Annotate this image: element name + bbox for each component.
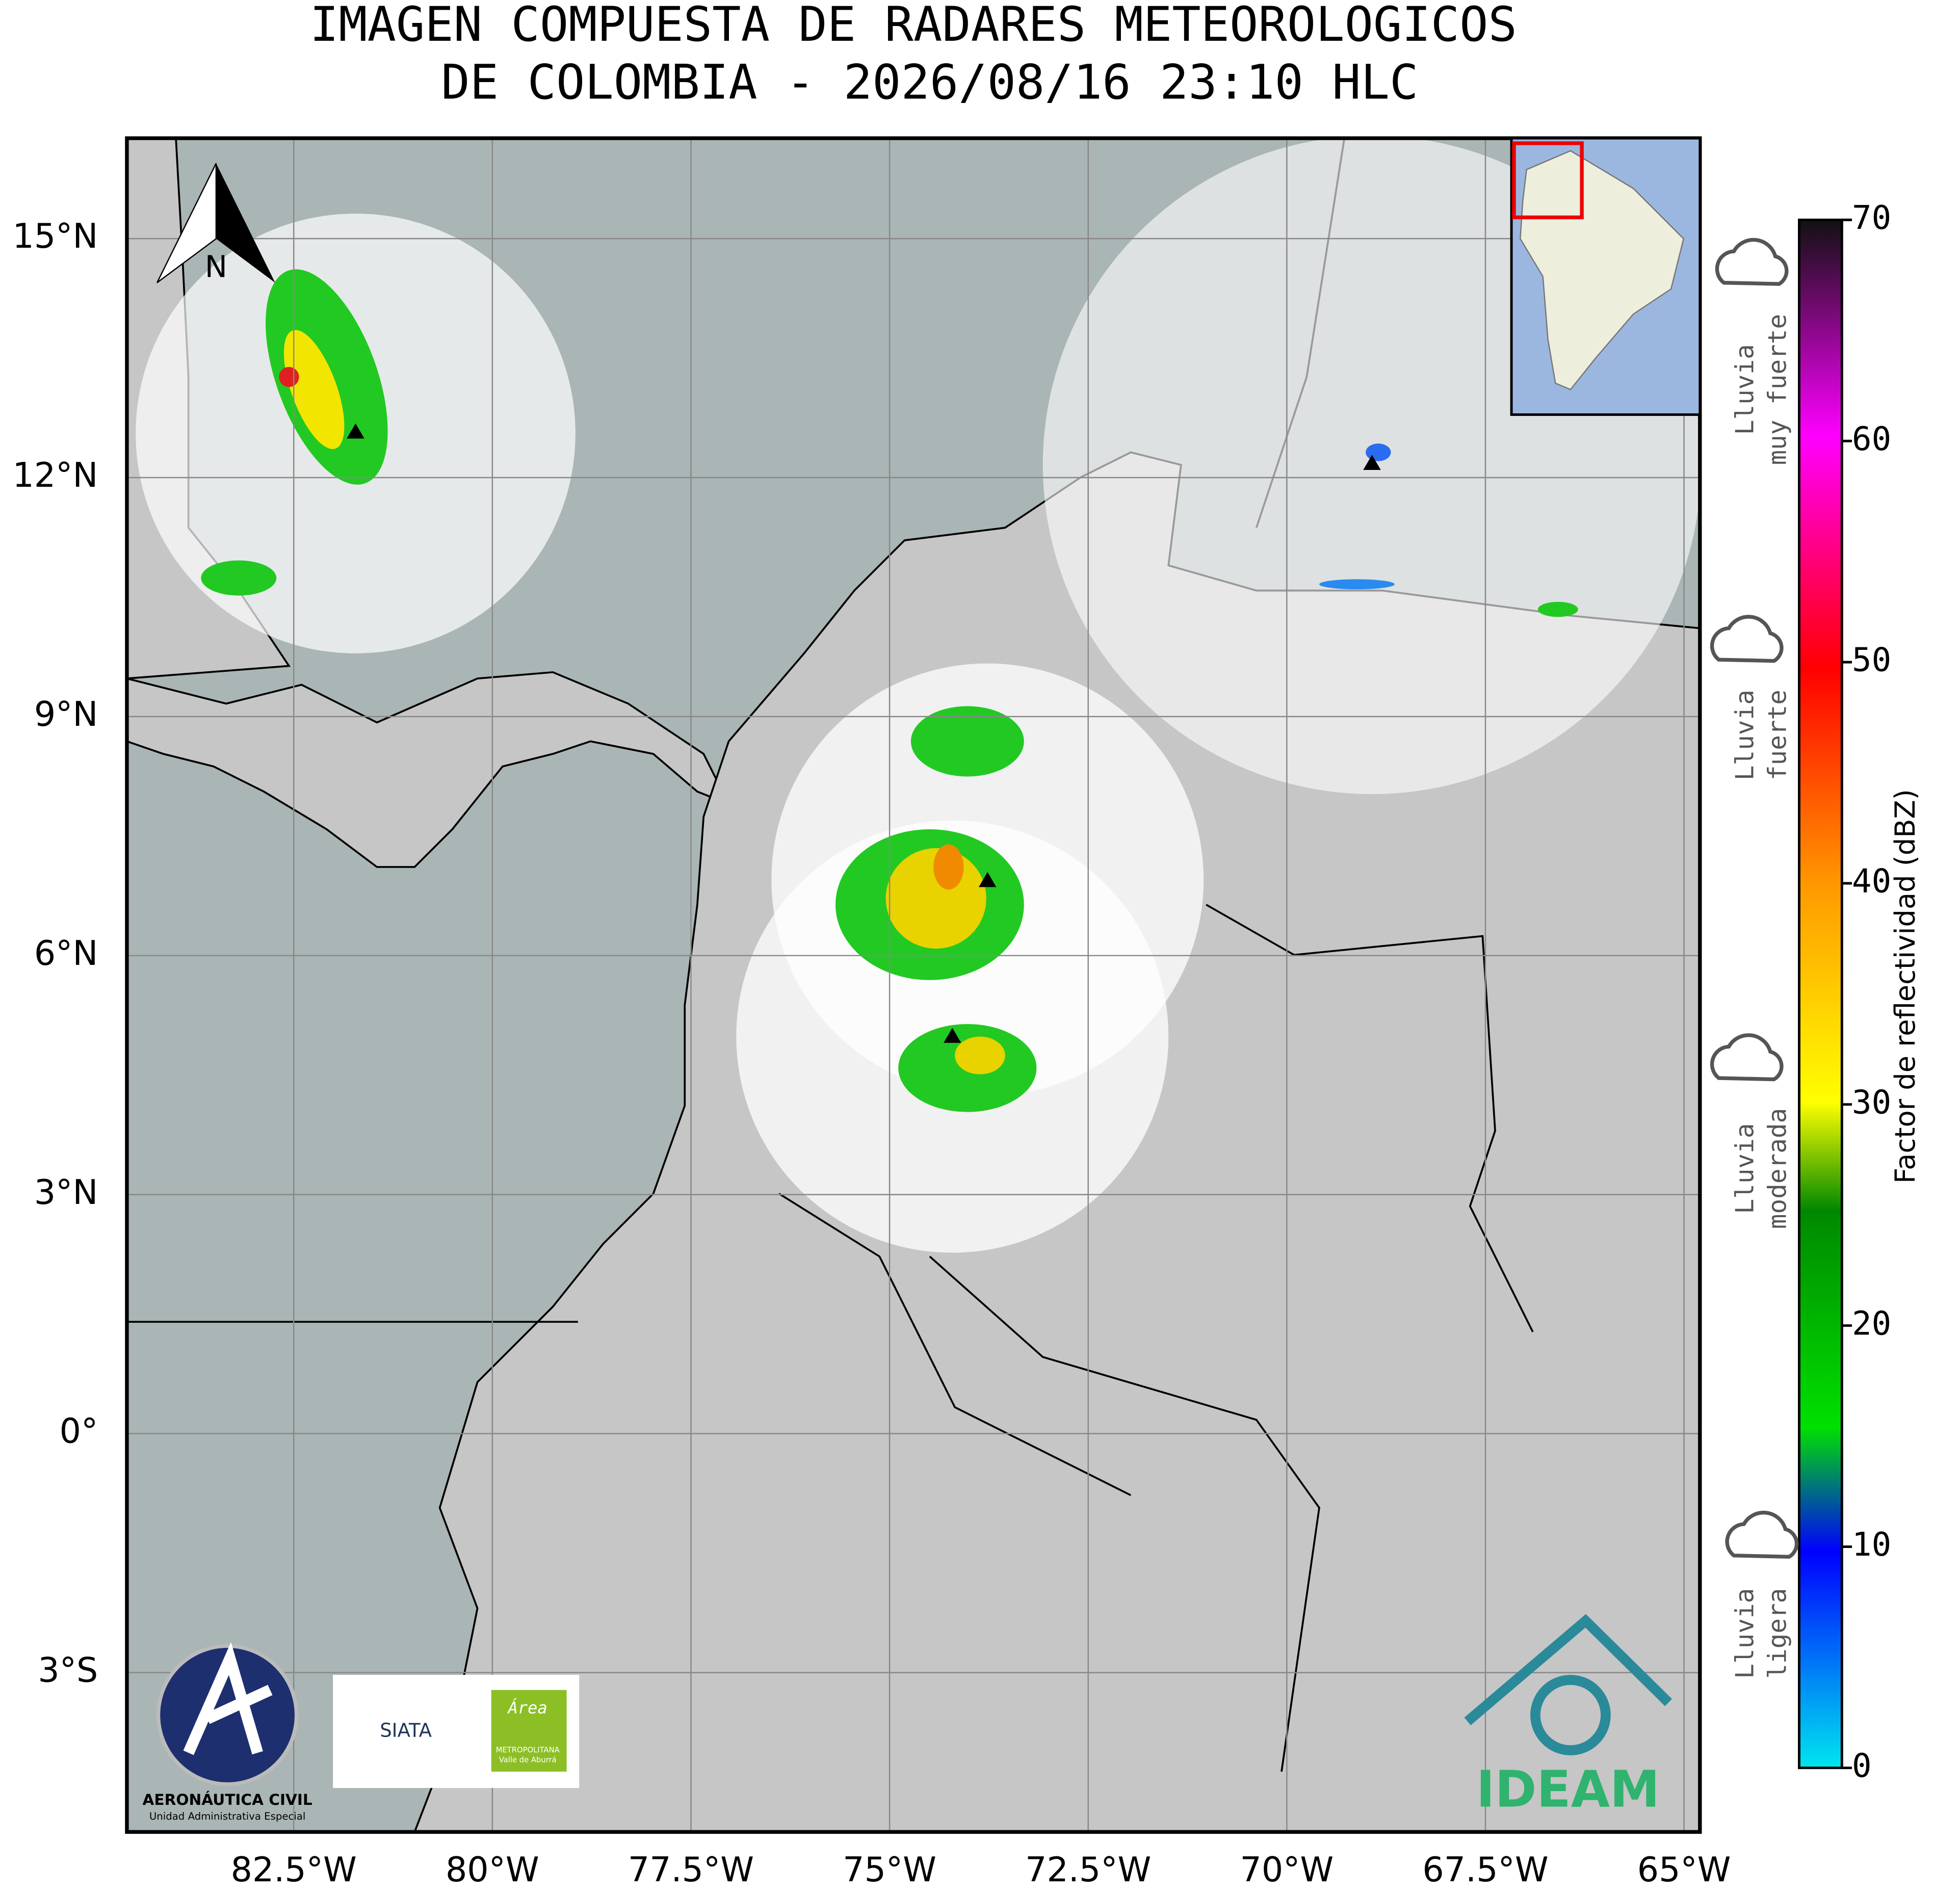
y-tick-label: 3°N [34,1172,98,1212]
title: IMAGEN COMPUESTA DE RADARES METEOROLOGIC… [310,0,1517,52]
colorbar-tick-label: 30 [1852,1084,1891,1121]
aerocivil-logo [156,1642,299,1787]
colorbar-tick-label: 50 [1852,642,1891,679]
rain-level-label: Lluvia [1730,344,1759,435]
x-tick-label: 67.5°W [1422,1850,1548,1889]
colorbar-tick-label: 20 [1852,1305,1891,1343]
title: DE COLOMBIA - 2026/08/16 23:10 HLC [441,55,1418,110]
logo-text: IDEAM [1476,1761,1660,1819]
logo-text: Área [507,1698,547,1718]
ideam-logo [1464,1614,1672,1755]
y-tick-label: 3°S [38,1650,98,1690]
rain-level-label: fuerte [1763,690,1792,780]
x-tick-label: 82.5°W [231,1850,357,1889]
colorbar-tick-label: 10 [1852,1526,1891,1564]
colorbar-label: Factor de reflectividad (dBZ) [1889,789,1921,1184]
colorbar [1798,218,1843,1769]
land [126,671,731,868]
weather-icons [1710,238,1799,1559]
rain-level-label: ligera [1763,1588,1792,1679]
map [126,138,1700,1832]
logo-text: AERONÁUTICA CIVIL [143,1791,312,1808]
x-tick-label: 72.5°W [1025,1850,1151,1889]
y-tick-label: 12°N [13,455,98,495]
logo-text: SIATA [380,1719,432,1741]
x-tick-label: 80°W [446,1850,539,1889]
rain-level-label: Lluvia [1730,1588,1759,1679]
map-frame [125,136,1702,1834]
y-tick-label: 0° [60,1411,98,1451]
x-tick-label: 75°W [843,1850,936,1889]
x-tick-label: 65°W [1637,1850,1731,1889]
north-arrow [156,163,275,283]
rain-level-label: Lluvia [1730,690,1759,780]
x-tick-label: 77.5°W [628,1850,754,1889]
colorbar-tick-label: 70 [1852,199,1891,237]
x-tick-label: 70°W [1240,1850,1334,1889]
rain-level-label: muy fuerte [1763,314,1792,465]
radar-sites [347,423,1381,1043]
north-label: N [205,249,227,284]
logo-text: METROPOLITANA [496,1746,560,1754]
colorbar-tick-label: 60 [1852,421,1891,458]
rain-level-label: moderada [1763,1108,1792,1229]
colorbar-tick-label: 0 [1852,1747,1872,1785]
y-tick-label: 6°N [34,933,98,973]
logo-text: Unidad Administrativa Especial [149,1810,306,1822]
y-tick-label: 15°N [13,216,98,256]
area-logo [491,1690,567,1772]
y-tick-label: 9°N [34,694,98,734]
rain-level-label: Lluvia [1730,1123,1759,1214]
inset-map [1510,137,1702,416]
logo-text: Valle de Aburrá [499,1756,557,1765]
colorbar-tick-label: 40 [1852,863,1891,901]
